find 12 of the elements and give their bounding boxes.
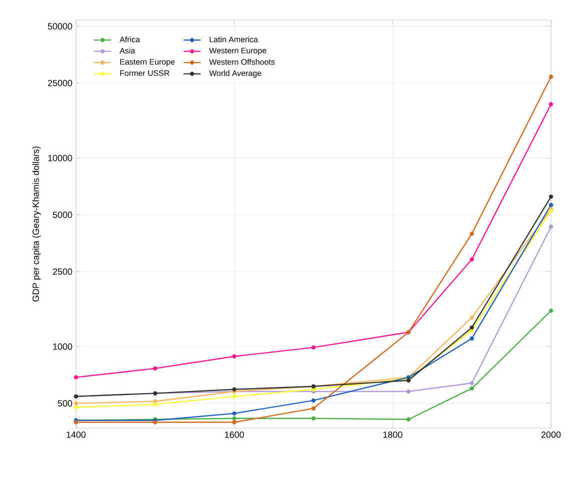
x-tick-label: 1800 [383,432,402,438]
y-tick-label: 500 [58,400,72,407]
y-tick-label: 2500 [52,268,72,275]
x-tick-label: 2000 [541,432,561,438]
y-tick-label: 25000 [48,80,72,86]
y-tick-label: 1000 [53,343,72,350]
y-tick-label: 50000 [48,23,72,30]
y-axis-title: GDP per capita (Geary-Khamis dollars) [32,146,41,302]
y-tick-label: 10000 [48,154,72,162]
y-tick-label: 5000 [52,212,72,218]
x-tick-label: 1400 [66,432,86,438]
x-tick-label: 1600 [225,432,244,438]
